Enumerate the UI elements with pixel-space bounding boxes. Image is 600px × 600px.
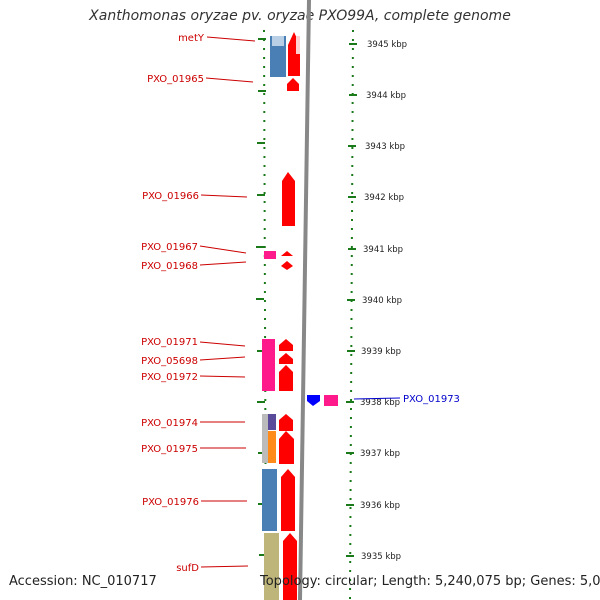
cog-block xyxy=(264,533,279,600)
gene-label[interactable]: PXO_01976 xyxy=(142,497,199,508)
gene-arrow[interactable] xyxy=(279,353,293,364)
gene-label[interactable]: PXO_01971 xyxy=(141,337,198,348)
gene-arrow[interactable] xyxy=(296,36,300,54)
gene-arrow[interactable] xyxy=(281,469,295,531)
gene-arrow[interactable] xyxy=(279,339,293,351)
gene-arrow[interactable] xyxy=(287,78,299,91)
gene-label[interactable]: metY xyxy=(178,33,205,44)
gene-label[interactable]: PXO_01968 xyxy=(141,261,198,272)
leader-line-blue xyxy=(353,397,401,400)
kbp-label: 3938 kbp xyxy=(360,398,400,408)
right-track xyxy=(349,29,354,600)
gene-arrow[interactable] xyxy=(281,261,293,270)
gene-labels: metY PXO_01965 PXO_01966 PXO_01967 PXO_0… xyxy=(141,33,460,574)
gene-arrows xyxy=(279,32,300,600)
map-title: Xanthomonas oryzae pv. oryzae PXO99A, co… xyxy=(89,8,511,24)
gene-label[interactable]: PXO_01972 xyxy=(141,372,198,383)
cog-block xyxy=(268,431,276,463)
leader-lines xyxy=(199,36,256,568)
gene-label[interactable]: PXO_01966 xyxy=(142,191,199,202)
cog-block xyxy=(270,36,286,77)
gene-arrow[interactable] xyxy=(279,431,294,464)
kbp-labels: 3945 kbp 3944 kbp 3943 kbp 3942 kbp 3941… xyxy=(360,40,407,562)
gene-label[interactable]: PXO_01973 xyxy=(403,394,460,405)
cog-block xyxy=(272,36,284,46)
cog-block xyxy=(264,251,276,259)
kbp-label: 3935 kbp xyxy=(361,552,401,562)
gene-arrow[interactable] xyxy=(283,533,297,600)
kbp-label: 3941 kbp xyxy=(363,245,403,255)
gene-arrow[interactable] xyxy=(282,172,295,226)
gene-label[interactable]: sufD xyxy=(176,563,199,574)
cog-blocks xyxy=(262,36,286,600)
accession-text: Accession: NC_010717 xyxy=(9,574,157,589)
genome-backbone xyxy=(298,0,311,600)
genome-summary-text: Topology: circular; Length: 5,240,075 bp… xyxy=(260,574,600,589)
gene-label[interactable]: PXO_05698 xyxy=(141,356,198,367)
kbp-label: 3944 kbp xyxy=(366,91,406,101)
gene-arrow-reverse[interactable] xyxy=(307,395,320,406)
kbp-label: 3936 kbp xyxy=(360,501,400,511)
kbp-label: 3937 kbp xyxy=(360,449,400,459)
gene-arrow[interactable] xyxy=(279,414,293,431)
right-major-ticks xyxy=(346,43,357,557)
gene-label[interactable]: PXO_01967 xyxy=(141,242,198,253)
kbp-label: 3940 kbp xyxy=(362,296,402,306)
cog-block xyxy=(262,469,277,531)
kbp-label: 3942 kbp xyxy=(364,193,404,203)
gene-label[interactable]: PXO_01975 xyxy=(141,444,198,455)
gene-arrow[interactable] xyxy=(281,251,293,256)
kbp-label: 3939 kbp xyxy=(361,347,401,357)
gene-label[interactable]: PXO_01974 xyxy=(141,418,198,429)
cog-block xyxy=(262,414,268,463)
gene-arrow[interactable] xyxy=(279,365,293,391)
kbp-label: 3943 kbp xyxy=(365,142,405,152)
kbp-label: 3945 kbp xyxy=(367,40,407,50)
cog-block xyxy=(262,339,275,391)
gene-label[interactable]: PXO_01965 xyxy=(147,74,204,85)
cog-block xyxy=(324,395,338,406)
cog-block xyxy=(268,414,276,430)
